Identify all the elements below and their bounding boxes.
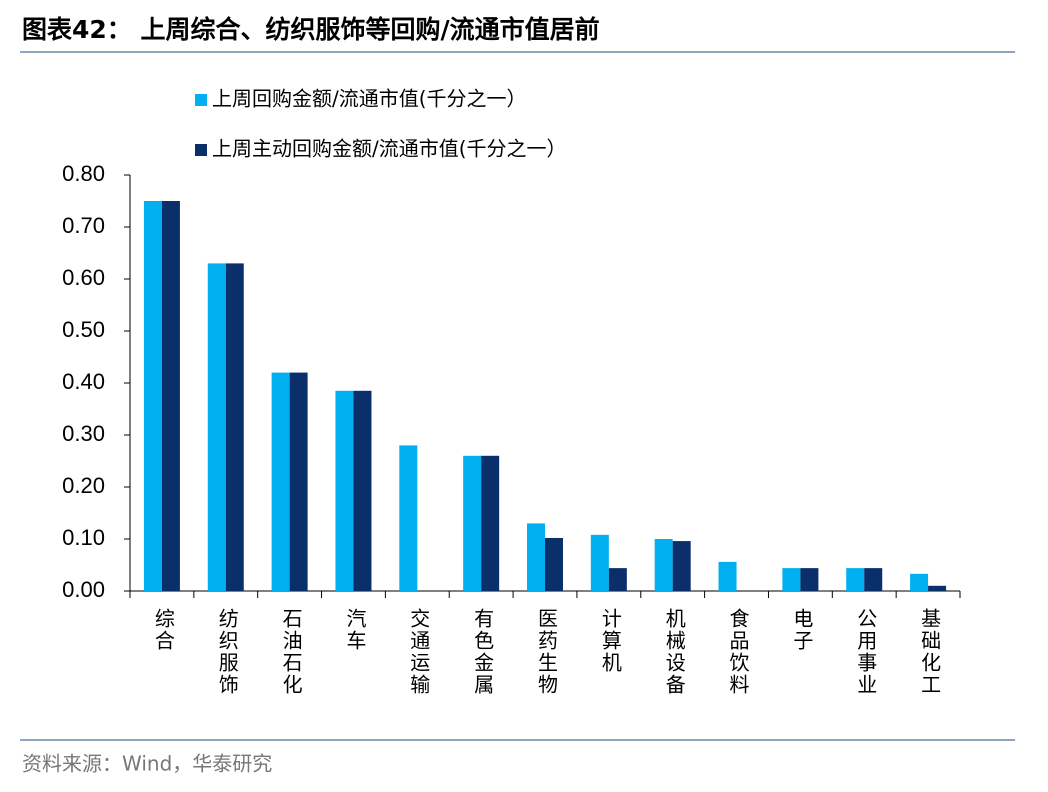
bar — [608, 568, 627, 591]
x-tick-label: 交通运输 — [407, 608, 431, 696]
bar — [527, 523, 545, 591]
legend-label: 上周主动回购金额/流通市值(千分之一） — [212, 137, 567, 161]
bar — [207, 263, 226, 591]
legend-swatch — [195, 94, 207, 106]
bar — [672, 541, 691, 591]
x-tick-label: 公用事业 — [854, 608, 878, 696]
x-tick-label: 电子 — [790, 608, 814, 652]
bar — [590, 534, 609, 591]
x-tick-label: 医药生物 — [535, 608, 559, 696]
bar — [225, 263, 244, 591]
bar — [928, 585, 947, 591]
y-tick-label: 0.10 — [62, 525, 105, 550]
bar — [481, 455, 500, 591]
y-tick-label: 0.70 — [62, 213, 105, 238]
bar — [782, 568, 801, 591]
x-tick-label: 有色金属 — [471, 608, 495, 696]
bar — [846, 568, 865, 591]
x-tick-label: 综合 — [151, 608, 175, 652]
bar — [800, 568, 819, 591]
source: 资料来源：Wind，华泰研究 — [22, 752, 272, 776]
bar — [143, 201, 162, 591]
x-tick-label: 石油石化 — [279, 608, 303, 696]
x-tick-label: 机械设备 — [662, 608, 686, 696]
bar — [463, 455, 482, 591]
bar — [271, 372, 290, 591]
bar — [353, 390, 372, 591]
x-tick-label: 汽车 — [343, 608, 367, 652]
bar — [718, 561, 737, 591]
legend-label: 上周回购金额/流通市值(千分之一） — [212, 87, 527, 111]
x-tick-label: 计算机 — [598, 608, 622, 674]
y-tick-label: 0.80 — [62, 161, 105, 186]
y-tick-label: 0.20 — [62, 473, 105, 498]
y-tick-label: 0.60 — [62, 265, 105, 290]
bar — [545, 537, 563, 591]
bar — [161, 201, 180, 591]
chart-title: 图表42： 上周综合、纺织服饰等回购/流通市值居前 — [22, 15, 600, 44]
x-tick-label: 食品饮料 — [726, 608, 750, 696]
bar — [289, 372, 308, 591]
bar — [399, 445, 418, 591]
x-tick-label: 纺织服饰 — [215, 608, 239, 696]
bar — [864, 568, 883, 591]
y-tick-label: 0.40 — [62, 369, 105, 394]
x-tick-label: 基础化工 — [918, 608, 942, 696]
y-tick-label: 0.00 — [62, 577, 105, 602]
bar — [910, 573, 929, 591]
legend-swatch — [195, 144, 207, 156]
y-tick-label: 0.50 — [62, 317, 105, 342]
y-tick-label: 0.30 — [62, 421, 105, 446]
bar — [654, 539, 673, 591]
bar — [335, 390, 354, 591]
